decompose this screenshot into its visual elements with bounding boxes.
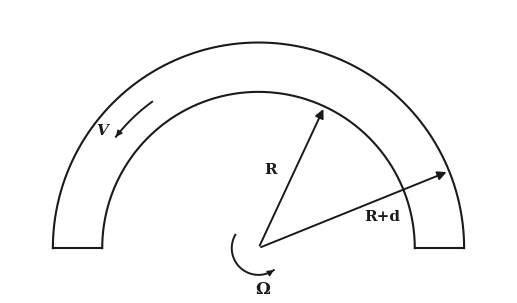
- Text: Ω: Ω: [255, 281, 270, 298]
- Text: R+d: R+d: [364, 210, 401, 224]
- Text: V: V: [97, 124, 109, 138]
- Text: R: R: [264, 163, 277, 177]
